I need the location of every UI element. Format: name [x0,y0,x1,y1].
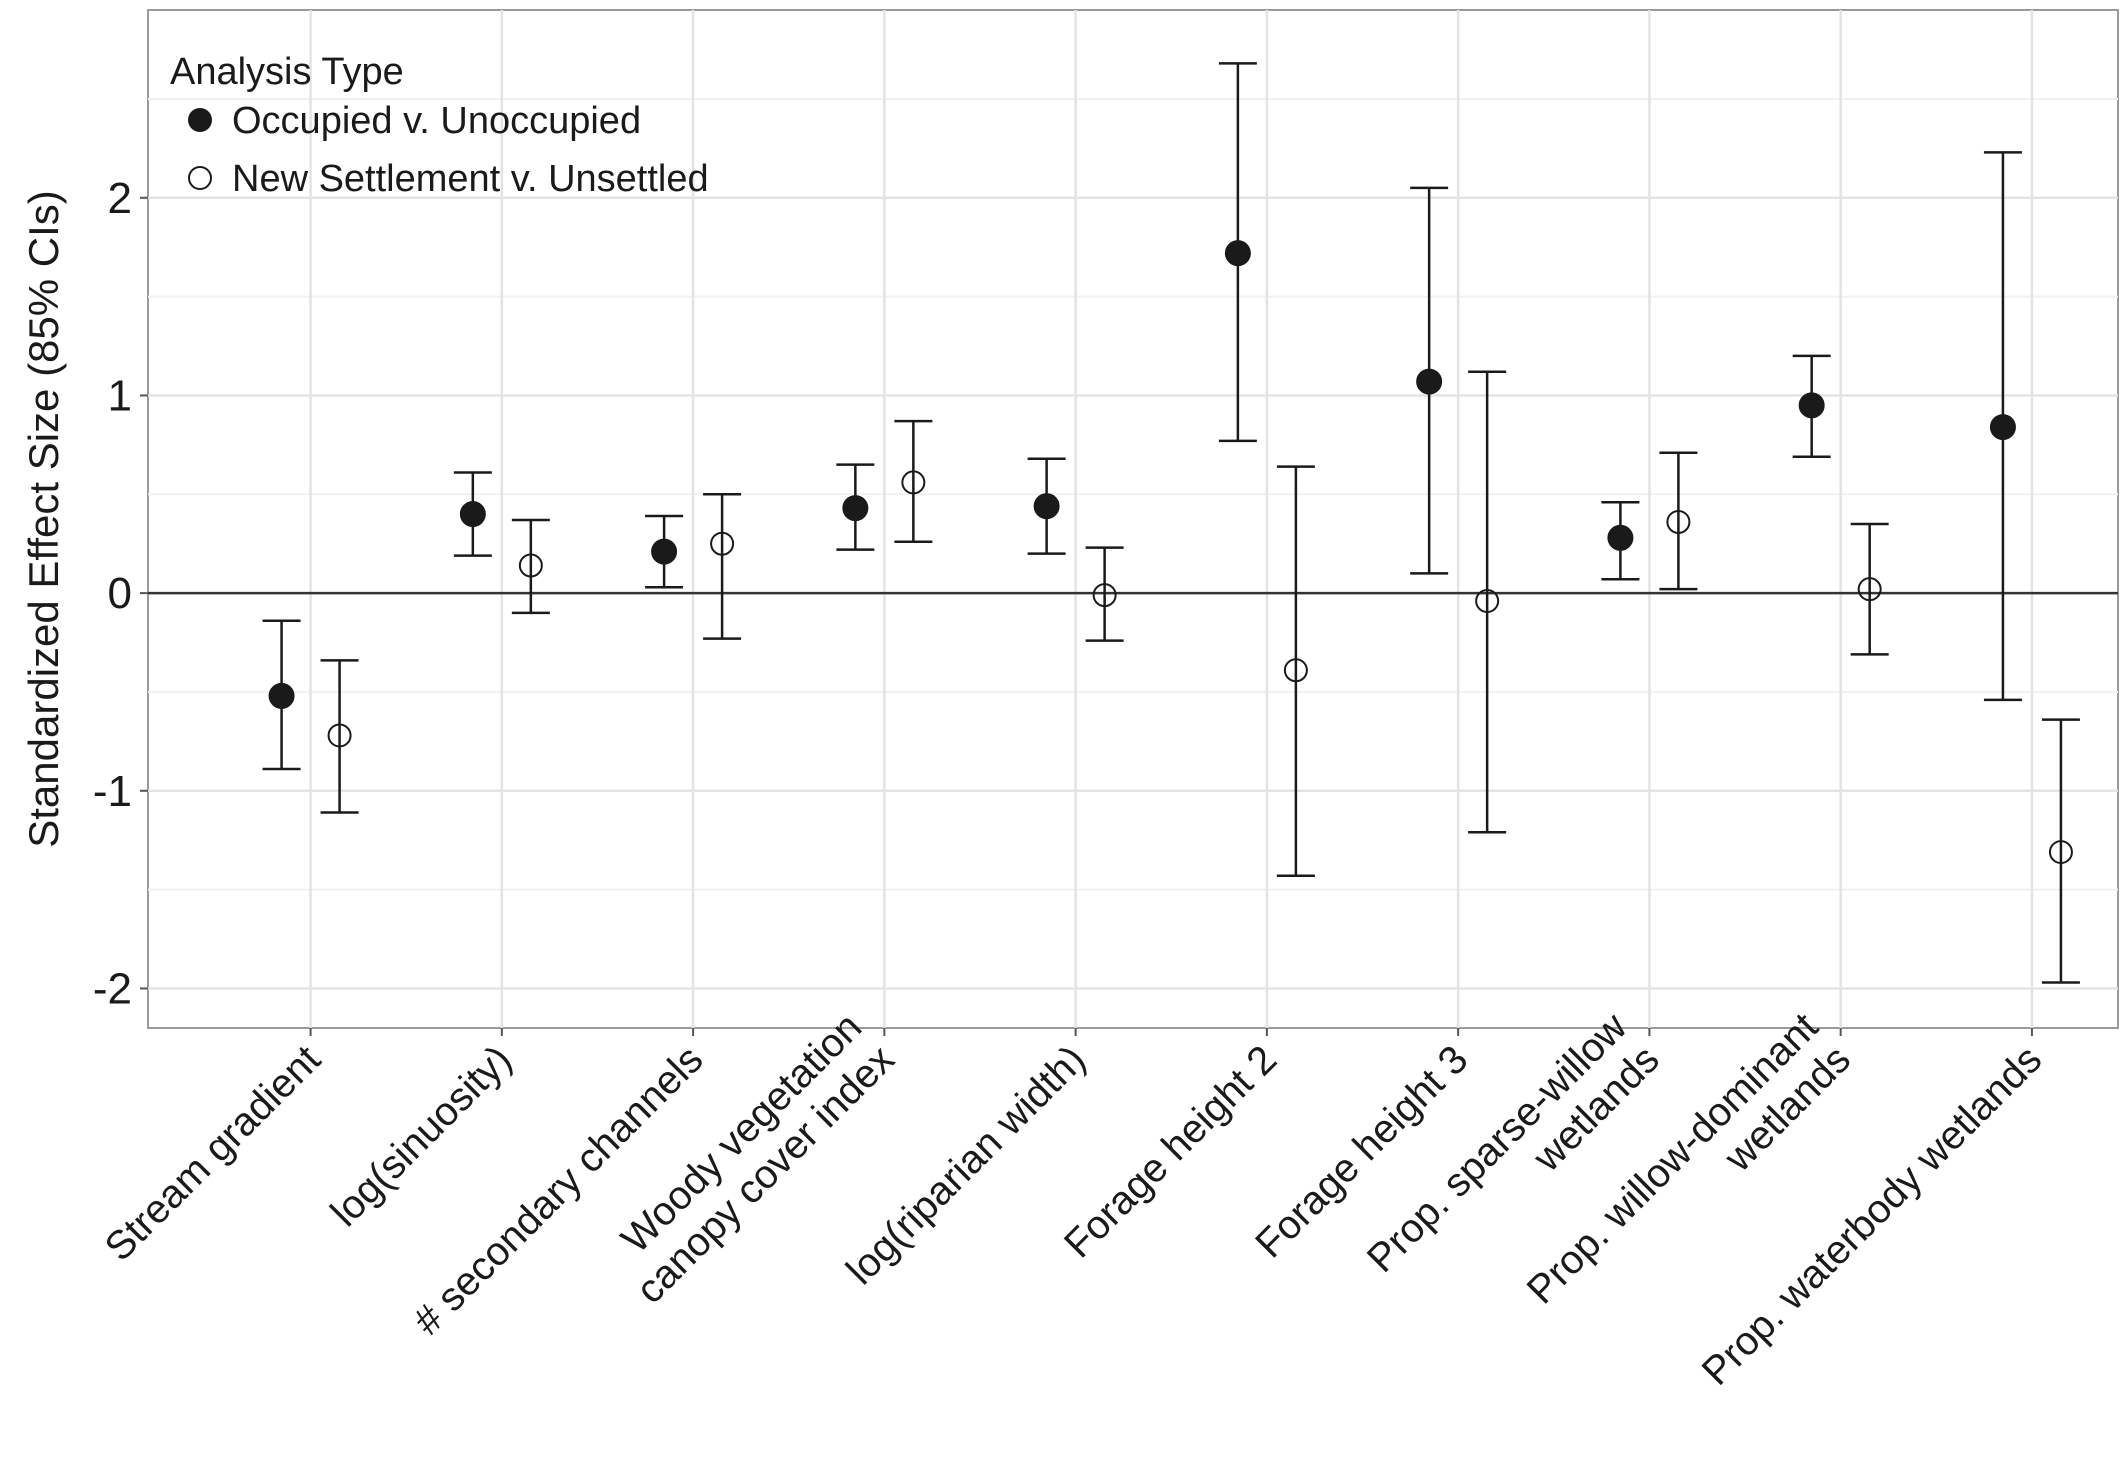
point-new-settlement [1857,577,1882,602]
legend: Analysis Type Occupied v. Unoccupied New … [170,51,709,200]
point-new-settlement [1283,658,1308,683]
point-occupied [1989,414,2016,441]
data-marks [262,62,2080,984]
y-tick-label: 2 [108,174,132,223]
point-occupied [1607,524,1634,551]
point-new-settlement [327,723,352,748]
point-occupied [268,682,295,709]
legend-marker-open [188,166,212,190]
point-occupied [1033,493,1060,520]
point-new-settlement [2048,840,2073,865]
point-new-settlement [1475,589,1500,614]
point-occupied [1416,368,1443,395]
grid-lines [148,10,2118,1028]
y-axis-title: Standardized Effect Size (85% CIs) [20,190,67,848]
x-tick-label: Stream gradient [97,1037,329,1269]
point-new-settlement [901,470,926,495]
legend-label: New Settlement v. Unsettled [232,158,709,200]
x-tick-label-line: Stream gradient [97,1037,329,1269]
point-occupied [842,495,869,522]
x-tick-label: Prop. sparse-willowwetlands [1359,1005,1668,1314]
y-axis: -2 -1 0 1 2 [93,174,148,1013]
point-new-settlement [518,553,543,578]
y-tick-label: 1 [108,371,132,420]
point-occupied [459,501,486,528]
point-occupied [651,538,678,565]
point-new-settlement [1092,583,1117,608]
point-new-settlement [1666,509,1691,534]
legend-label: Occupied v. Unoccupied [232,100,641,142]
y-tick-label: -1 [93,767,132,816]
point-occupied [1224,240,1251,267]
y-tick-label: 0 [108,569,132,618]
x-tick-label-line: log(sinuosity) [322,1037,520,1235]
point-occupied [1798,392,1825,419]
y-tick-label: -2 [93,964,132,1013]
point-new-settlement [710,531,735,556]
legend-marker-filled [188,108,212,132]
x-tick-label: log(sinuosity) [322,1037,520,1235]
legend-title: Analysis Type [170,51,404,93]
